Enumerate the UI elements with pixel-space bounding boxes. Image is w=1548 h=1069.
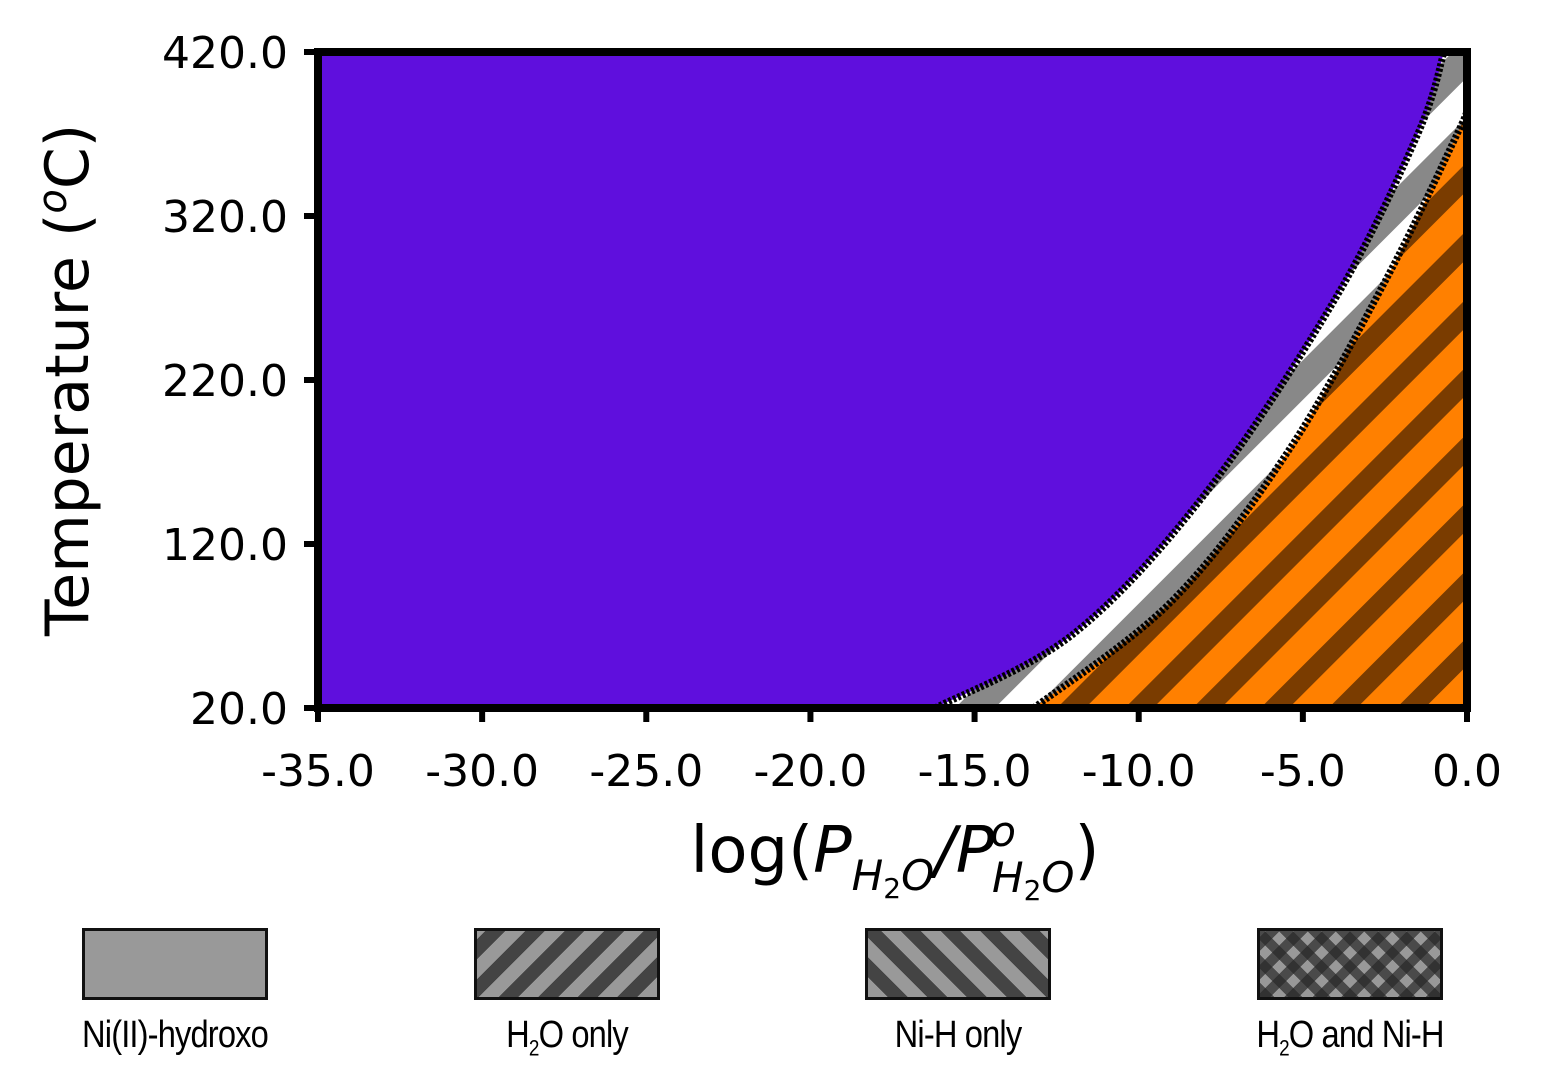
legend-label: H2O only [438,1014,696,1062]
x-tick-label: -25.0 [589,746,703,797]
region-h2o-only [1033,109,1467,708]
y-tick-label: 420.0 [162,28,288,79]
legend-label-part: O only [538,1014,629,1056]
legend-swatch-diagonal-back [865,928,1051,1000]
legend-label: Ni-H only [894,1014,1022,1056]
legend-swatch-diagonal-forward [474,928,660,1000]
y-tick-label: 20.0 [190,684,288,735]
x-axis-label: log(PH2O/Po H2O) [691,807,1100,907]
x-tick-label: -10.0 [1082,746,1196,797]
y-tick-label: 120.0 [162,520,288,571]
legend-swatch-solid [82,928,268,1000]
legend-item-nih-only: Ni-H only [808,920,1108,1057]
x-tick-label: -30.0 [425,746,539,797]
plot-area [318,52,1467,708]
phase-diagram-chart: -35.0 -30.0 -25.0 -20.0 -15.0 -10.0 -5.0 0.0 20.… [30,28,1502,907]
legend-item-ni-hydroxo: Ni(II)-hydroxo [25,920,325,1057]
boundary-upper [933,52,1448,708]
y-tick-label: 220.0 [162,356,288,407]
x-tick-label: -20.0 [753,746,867,797]
legend-swatch-crosshatch [1257,928,1443,1000]
legend-label: H2O and Ni-H [1221,1014,1479,1062]
x-tick-label: 0.0 [1432,746,1502,797]
legend-label-part: O and Ni-H [1288,1014,1445,1056]
y-axis-label: Temperature (oC) [30,124,103,637]
x-tick-label: -5.0 [1260,746,1346,797]
legend-label-subscript: 2 [1279,1035,1290,1061]
legend: Ni(II)-hydroxo H2O only Ni-H only H2O an… [0,920,1548,1069]
x-tick-label: -35.0 [261,746,375,797]
legend-label-subscript: 2 [528,1035,540,1061]
x-tick-label: -15.0 [918,746,1032,797]
legend-label: Ni(II)-hydroxo [82,1014,269,1056]
legend-item-h2o-only: H2O only [417,920,717,1062]
legend-item-h2o-and-nih: H2O and Ni-H [1200,920,1500,1062]
legend-label-part: H [1256,1014,1280,1056]
y-tick-label: 320.0 [162,192,288,243]
legend-label-part: H [506,1014,530,1056]
